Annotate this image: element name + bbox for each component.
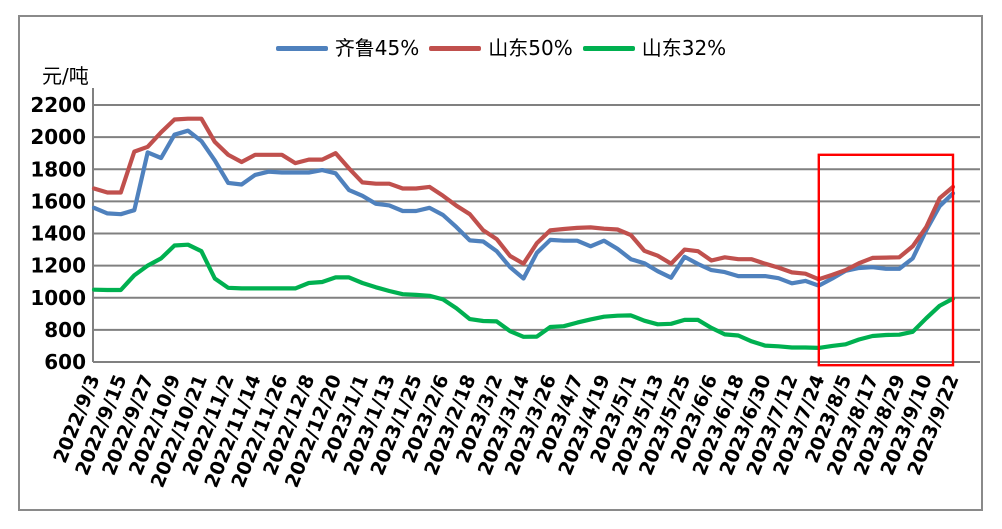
svg-text:1000: 1000 — [30, 286, 86, 310]
series-line-qilu45 — [91, 128, 956, 288]
highlight-box — [817, 153, 955, 367]
chart-legend: 齐鲁45% 山东50% 山东32% — [0, 38, 1002, 58]
legend-label-shandong50: 山东50% — [488, 36, 573, 60]
y-axis-labels: 600 800 1000 1200 1400 1600 1800 2000 2200 — [30, 93, 86, 374]
legend-line-swatch-shandong32 — [582, 45, 635, 51]
svg-text:1400: 1400 — [30, 222, 86, 246]
svg-text:1600: 1600 — [30, 189, 86, 213]
svg-text:1800: 1800 — [30, 157, 86, 181]
legend-item-shandong50: 山东50% — [429, 36, 573, 60]
svg-text:800: 800 — [44, 318, 86, 342]
legend-label-shandong32: 山东32% — [641, 36, 727, 60]
legend-line-swatch-shandong50 — [429, 45, 482, 51]
y-axis-unit-label: 元/吨 — [42, 64, 89, 88]
svg-text:600: 600 — [44, 350, 86, 374]
gridlines — [93, 104, 980, 363]
series-line-shandong32 — [91, 242, 956, 350]
svg-text:2200: 2200 — [30, 93, 86, 117]
svg-text:2000: 2000 — [30, 125, 86, 149]
series-line-shandong50 — [91, 116, 956, 282]
x-axis-labels: 2022/9/32022/9/152022/9/272022/10/92022/… — [49, 372, 963, 491]
legend-item-shandong32: 山东32% — [582, 36, 727, 60]
chart-border — [18, 15, 983, 511]
legend-label-qilu45: 齐鲁45% — [334, 36, 420, 60]
svg-text:1200: 1200 — [30, 254, 86, 278]
legend-item-qilu45: 齐鲁45% — [275, 36, 420, 60]
legend-line-swatch-qilu45 — [275, 45, 328, 51]
series-lines — [91, 116, 956, 350]
